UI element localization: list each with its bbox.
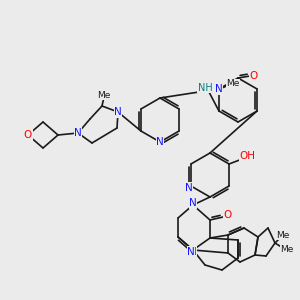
Text: O: O (250, 71, 258, 81)
Text: N: N (185, 183, 193, 193)
Text: N: N (187, 247, 195, 257)
Text: N: N (156, 137, 164, 147)
Text: N: N (215, 84, 223, 94)
Text: N: N (114, 107, 122, 117)
Text: Me: Me (97, 91, 111, 100)
Text: O: O (24, 130, 32, 140)
Text: OH: OH (239, 151, 255, 161)
Text: N: N (189, 247, 197, 257)
Text: N: N (74, 128, 82, 138)
Text: O: O (224, 210, 232, 220)
Text: Me: Me (276, 230, 290, 239)
Text: Me: Me (280, 244, 294, 253)
Text: N: N (189, 198, 197, 208)
Text: Me: Me (226, 80, 240, 88)
Text: NH: NH (198, 83, 212, 93)
